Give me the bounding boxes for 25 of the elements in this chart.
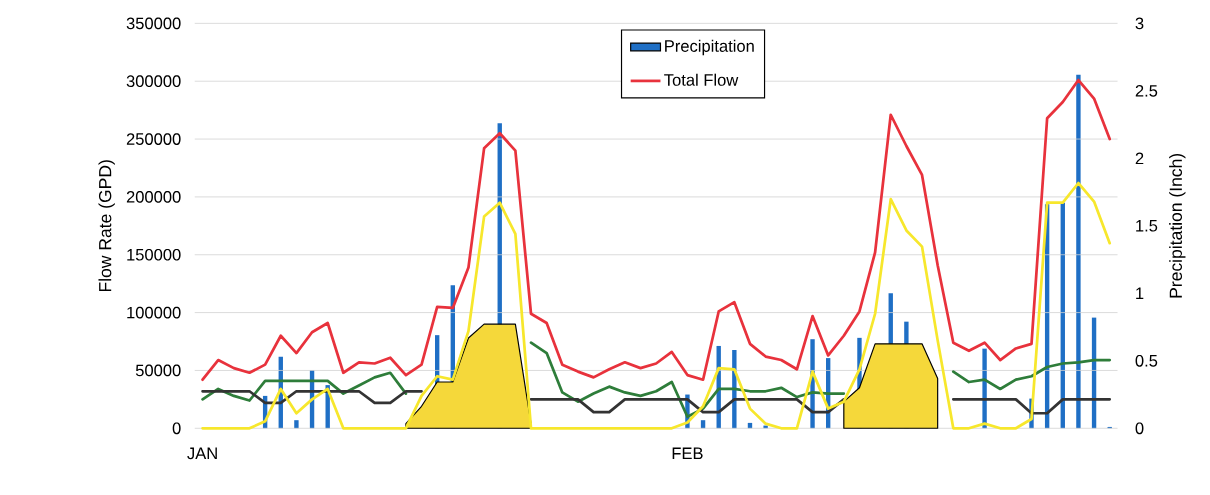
y2-tick-label: 1.5 bbox=[1136, 219, 1158, 232]
y-tick-label: 0 bbox=[172, 422, 181, 434]
y-tick-label: 250000 bbox=[126, 132, 181, 145]
bar bbox=[982, 348, 987, 429]
y-tick-label: 100000 bbox=[127, 306, 181, 319]
y2-tick-label: 2 bbox=[1135, 152, 1144, 164]
y2-tick-label: 0 bbox=[1135, 422, 1144, 434]
y2-tick-label: 2.5 bbox=[1135, 84, 1158, 97]
bar bbox=[1076, 74, 1081, 429]
bar bbox=[294, 419, 299, 429]
bar bbox=[700, 419, 706, 429]
y-tick-label: 50000 bbox=[135, 364, 181, 377]
x-tick-label: JAN bbox=[187, 447, 217, 459]
y2-tick-label: 0.5 bbox=[1135, 354, 1158, 367]
y-tick-label: 300000 bbox=[126, 75, 181, 87]
legend-label: Total Flow bbox=[664, 73, 739, 86]
y2-tick-label: 3 bbox=[1135, 17, 1144, 29]
y-tick-label: 150000 bbox=[127, 248, 181, 261]
x-tick-label: FEB bbox=[672, 447, 703, 459]
legend-label: Precipitation bbox=[665, 39, 754, 55]
y2-tick-label: 1 bbox=[1136, 287, 1144, 299]
y-tick-label: 200000 bbox=[126, 190, 181, 203]
y2-axis-title: Precipitation (Inch) bbox=[1169, 153, 1186, 298]
y-tick-label: 350000 bbox=[126, 17, 181, 29]
y-axis-title: Flow Rate (GPD) bbox=[98, 160, 115, 291]
